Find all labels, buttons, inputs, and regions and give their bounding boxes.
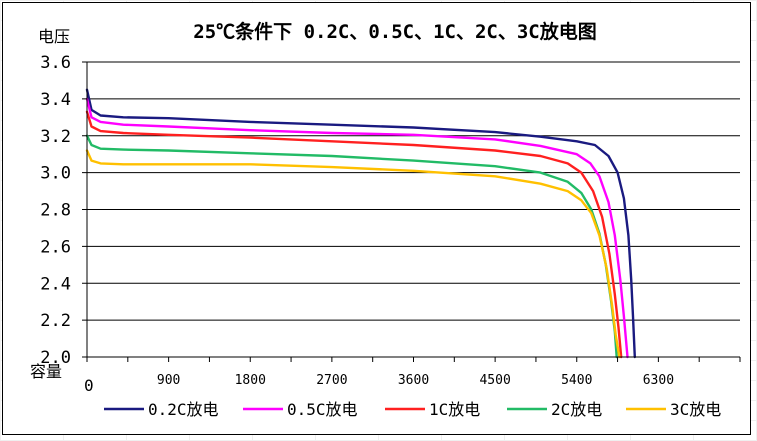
y-tick-label: 3.0 <box>40 164 71 184</box>
x-tick-label: 4500 <box>479 373 510 388</box>
series-line-1 <box>85 88 636 359</box>
legend-label-3: 1C放电 <box>429 400 480 419</box>
legend-label-4: 2C放电 <box>551 400 602 419</box>
y-tick-label: 2.2 <box>40 311 71 331</box>
x-tick-label: 2700 <box>316 373 347 388</box>
y-tick-label: 3.2 <box>40 127 71 147</box>
legend-label-5: 3C放电 <box>670 400 721 419</box>
y-tick-label: 2.8 <box>40 201 71 221</box>
chart-title: 25℃条件下 0.2C、0.5C、1C、2C、3C放电图 <box>193 20 596 43</box>
legend-label-2: 0.5C放电 <box>287 400 358 419</box>
legend: 0.2C放电 0.5C放电 1C放电 2C放电 3C放电 <box>104 400 721 419</box>
y-tick-label: 2.0 <box>40 348 71 368</box>
x-tick-label: 6300 <box>643 373 674 388</box>
x-tick-label: 0 <box>84 376 94 395</box>
series-line-2 <box>85 97 629 359</box>
y-tick-label: 3.4 <box>40 90 71 110</box>
x-axis-label: 容量 <box>30 362 62 381</box>
grid-layer <box>87 61 740 358</box>
axis-layer: 2.0 2.2 2.4 2.6 2.8 3.0 3.2 3.4 3.6 0 900 1800 2700 3… <box>40 53 741 395</box>
x-tick-label: 5400 <box>561 373 592 388</box>
x-tick-label: 3600 <box>398 373 429 388</box>
series-line-5 <box>85 149 621 359</box>
series-layer <box>85 88 636 359</box>
y-tick-label: 2.4 <box>40 274 71 294</box>
legend-label-1: 0.2C放电 <box>148 400 219 419</box>
x-tick-label: 900 <box>157 373 180 388</box>
x-tick-label: 1800 <box>235 373 266 388</box>
y-tick-label: 3.6 <box>40 53 71 73</box>
y-tick-label: 2.6 <box>40 237 71 257</box>
series-line-3 <box>85 110 623 359</box>
y-axis-label: 电压 <box>38 27 70 46</box>
